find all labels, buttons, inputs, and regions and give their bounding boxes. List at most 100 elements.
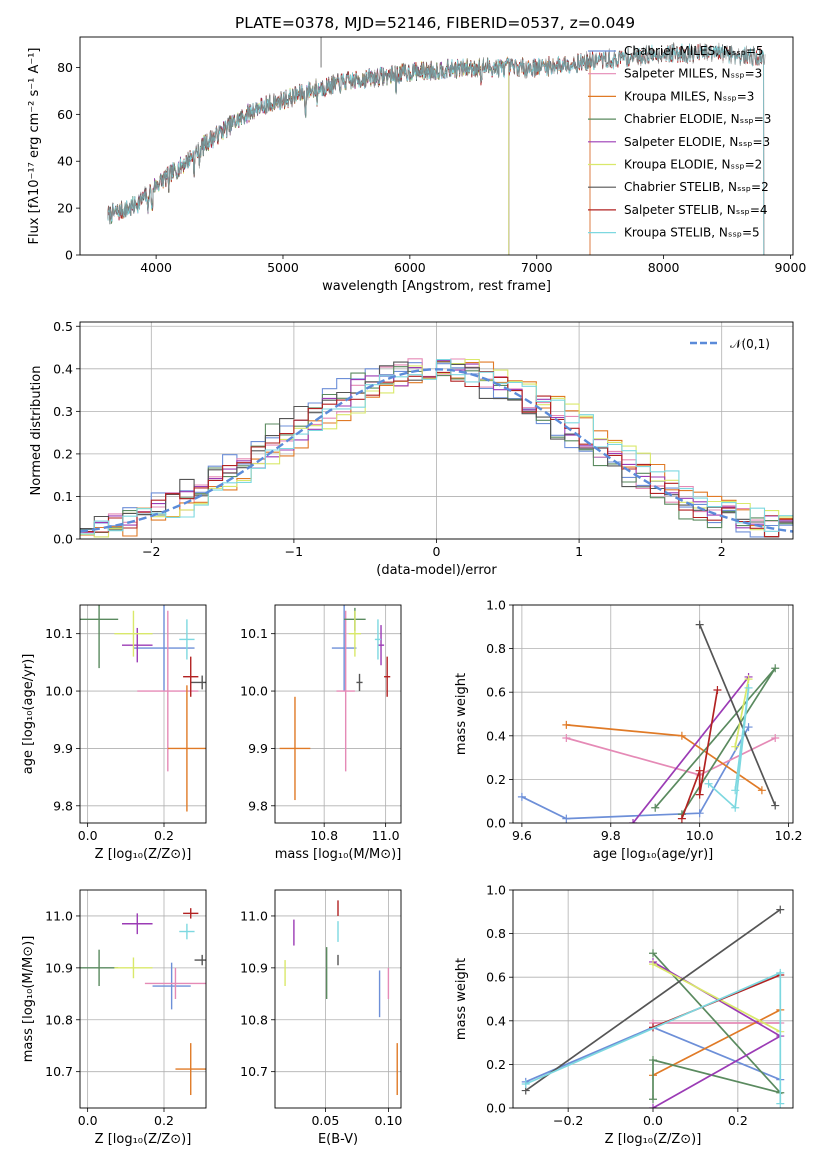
y-axis-label: mass weight xyxy=(454,958,469,1040)
legend-label: Kroupa ELODIE, Nₛₛₚ=2 xyxy=(624,158,762,172)
axes-frame xyxy=(79,321,794,540)
y-axis-label: age [log₁₀(age/yr)] xyxy=(21,654,36,775)
y-axis-label: mass weight xyxy=(454,673,469,755)
legend-label: Kroupa STELIB, Nₛₛₚ=5 xyxy=(624,226,760,240)
x-tick-label: 0.10 xyxy=(374,1113,402,1128)
axes-frame xyxy=(274,604,402,824)
y-tick-label: 10.7 xyxy=(240,1064,268,1079)
figure-title: PLATE=0378, MJD=52146, FIBERID=0537, z=0… xyxy=(235,14,635,32)
weight-line xyxy=(681,689,719,819)
y-tick-label: 9.8 xyxy=(248,798,268,813)
weight-line xyxy=(652,963,781,1033)
y-tick-label: 1.0 xyxy=(486,598,506,613)
y-tick-label: 10.0 xyxy=(45,684,73,699)
y-tick-label: 0.5 xyxy=(53,319,73,334)
weight-point xyxy=(713,686,722,695)
x-tick-label: −1 xyxy=(285,544,303,559)
y-tick-label: 10.9 xyxy=(45,960,73,975)
weight-point xyxy=(744,723,753,732)
y-tick-label: 0.6 xyxy=(486,685,506,700)
weight-point xyxy=(521,1080,530,1089)
plot-area xyxy=(521,905,785,1108)
x-tick-label: 0 xyxy=(433,544,441,559)
weight-line xyxy=(734,678,750,747)
weight-line xyxy=(521,726,750,820)
legend-label: Kroupa MILES, Nₛₛₚ=3 xyxy=(624,89,754,103)
weight-point xyxy=(562,814,571,823)
weight-point xyxy=(776,905,785,914)
x-tick-label: 1 xyxy=(575,544,583,559)
x-axis-label: Z [log₁₀(Z/Z⊙)] xyxy=(605,1132,702,1147)
y-tick-label: 0.0 xyxy=(486,816,506,831)
x-tick-label: 4000 xyxy=(140,260,172,275)
x-axis-label: Z [log₁₀(Z/Z⊙)] xyxy=(95,1132,192,1147)
y-tick-label: 0.4 xyxy=(53,361,73,376)
x-tick-label: 10.8 xyxy=(310,828,338,843)
x-tick-label: 0.05 xyxy=(311,1113,339,1128)
chart-mass-vs-ebv: 0.05 0.10 10.7 10.8 10.9 11.0 E(B-V) xyxy=(240,889,402,1147)
weight-point xyxy=(695,790,704,799)
y-tick-label: 9.9 xyxy=(248,741,268,756)
weight-point xyxy=(651,803,660,812)
x-axis-label: wavelength [Angstrom, rest frame] xyxy=(322,279,551,294)
y-tick-label: 0.4 xyxy=(486,1013,506,1028)
chart-age-vs-Z: 0.0 0.2 9.8 9.9 10.0 10.1 Z [log₁₀(Z/Z⊙)] age [… xyxy=(21,604,207,862)
weight-point xyxy=(757,786,766,795)
x-tick-label: 5000 xyxy=(267,260,299,275)
plot-area xyxy=(279,605,391,801)
x-axis-label: Z [log₁₀(Z/Z⊙)] xyxy=(95,847,192,862)
legend-label: Chabrier ELODIE, Nₛₛₚ=3 xyxy=(624,112,771,126)
y-tick-label: 10.9 xyxy=(240,960,268,975)
weight-point xyxy=(744,683,753,692)
weight-point xyxy=(649,949,657,958)
weight-point xyxy=(649,1095,657,1104)
chart-massweight-vs-Z: −0.2 0.0 0.2 0.0 0.2 0.4 0.6 0.8 1.0 Z [log₁₀(Z/Z… xyxy=(454,883,794,1147)
x-tick-label: 9.6 xyxy=(512,828,532,843)
y-tick-label: 10.1 xyxy=(45,626,73,641)
weight-point xyxy=(562,733,571,742)
y-tick-label: 0.4 xyxy=(486,728,506,743)
x-tick-label: 6000 xyxy=(394,260,426,275)
weight-line xyxy=(566,737,776,776)
weight-point xyxy=(771,664,780,673)
y-tick-label: 40 xyxy=(57,154,73,169)
weight-point xyxy=(776,1099,785,1108)
plot-area xyxy=(284,900,398,1096)
x-tick-label: 8000 xyxy=(648,260,680,275)
weight-point xyxy=(649,960,657,969)
y-tick-label: 11.0 xyxy=(45,908,73,923)
y-tick-label: 20 xyxy=(57,201,73,216)
legend-label: Salpeter STELIB, Nₛₛₚ=4 xyxy=(624,203,768,217)
weight-point xyxy=(517,792,526,801)
y-tick-label: 80 xyxy=(57,60,73,75)
weight-point xyxy=(744,675,753,684)
y-axis-label: Flux [fλ10⁻¹⁷ erg cm⁻² s⁻¹ A⁻¹] xyxy=(27,48,42,245)
x-tick-label: 10.2 xyxy=(775,828,803,843)
plot-area xyxy=(80,908,206,1096)
axes-frame xyxy=(274,889,402,1109)
y-tick-label: 0.0 xyxy=(53,532,73,547)
chart-spectrum: 4000 5000 6000 7000 8000 9000 0 20 40 60 80 wavelen… xyxy=(27,36,807,294)
x-axis-label: mass [log₁₀(M/M⊙)] xyxy=(275,847,402,862)
weight-point xyxy=(562,720,571,729)
weight-point xyxy=(649,1104,657,1108)
weight-point xyxy=(771,801,780,810)
y-tick-label: 0.1 xyxy=(53,489,73,504)
chart-residuals: −2 −1 0 1 2 0.0 0.1 0.2 0.3 0.4 0.5 (data-model)/er… xyxy=(29,319,794,578)
x-tick-label: 0.0 xyxy=(643,1113,663,1128)
y-axis-label: Normed distribution xyxy=(29,366,44,496)
legend-label: Chabrier STELIB, Nₛₛₚ=2 xyxy=(624,180,769,194)
x-tick-label: 2 xyxy=(718,544,726,559)
x-tick-label: 0.0 xyxy=(78,828,98,843)
y-tick-label: 0.3 xyxy=(53,404,73,419)
x-tick-label: 9000 xyxy=(775,260,807,275)
weight-point xyxy=(677,814,686,823)
weight-point xyxy=(704,779,713,788)
x-axis-label: E(B-V) xyxy=(318,1132,358,1147)
y-tick-label: 10.8 xyxy=(45,1012,73,1027)
weight-point xyxy=(731,803,740,812)
chart-mass-vs-Z: 0.0 0.2 10.7 10.8 10.9 11.0 Z [log₁₀(Z/Z⊙)] mas… xyxy=(21,889,207,1147)
x-tick-label: 0.2 xyxy=(154,828,174,843)
weight-line xyxy=(652,952,783,1100)
